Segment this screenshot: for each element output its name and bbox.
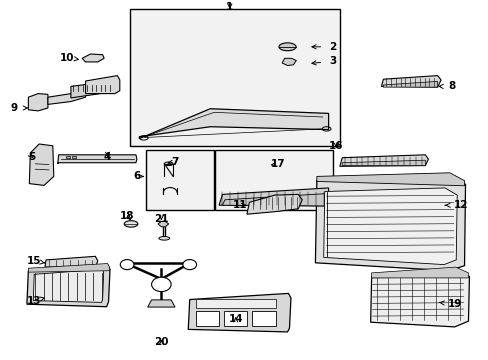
Text: 7: 7 [168,157,179,167]
Polygon shape [315,176,465,271]
Polygon shape [316,173,464,186]
Ellipse shape [124,221,138,227]
Text: 1: 1 [226,2,233,12]
Polygon shape [219,188,328,206]
Polygon shape [29,144,54,185]
Bar [129,9,339,146]
Text: 14: 14 [228,314,243,324]
Text: 10: 10 [60,53,78,63]
Polygon shape [147,300,175,307]
Ellipse shape [159,237,169,240]
Bar [72,156,76,158]
Polygon shape [48,91,85,104]
Circle shape [120,260,134,270]
Text: 18: 18 [120,211,134,221]
Text: 21: 21 [154,213,168,224]
Polygon shape [158,221,168,227]
Bar [145,150,214,210]
Ellipse shape [278,43,295,51]
Text: 8: 8 [438,81,455,91]
Text: 4: 4 [103,152,111,162]
Text: 11: 11 [232,200,246,210]
Polygon shape [28,264,109,272]
Text: 3: 3 [311,56,335,66]
Circle shape [151,277,171,292]
Text: 12: 12 [444,200,467,210]
Text: 13: 13 [27,296,44,306]
Bar [252,311,275,326]
Polygon shape [71,81,112,98]
Ellipse shape [164,162,173,166]
Polygon shape [370,271,468,327]
Polygon shape [339,155,427,166]
Text: 9: 9 [10,103,27,113]
Polygon shape [246,194,302,214]
Circle shape [183,260,196,270]
Polygon shape [381,76,440,87]
Polygon shape [27,265,110,307]
Bar [195,299,275,308]
Polygon shape [85,76,120,94]
Polygon shape [282,58,296,66]
Text: 17: 17 [270,159,285,169]
Bar [195,311,219,326]
Polygon shape [188,293,290,332]
Polygon shape [342,160,425,166]
Text: 15: 15 [27,256,44,266]
Text: 20: 20 [154,337,168,347]
Polygon shape [323,188,456,265]
Bar [224,311,247,326]
Bar [215,150,332,210]
Text: 2: 2 [311,42,335,52]
Polygon shape [383,81,437,87]
Text: 6: 6 [133,171,143,181]
Polygon shape [371,267,468,278]
Text: 19: 19 [438,299,461,309]
Bar [66,156,70,158]
Polygon shape [139,109,328,139]
Polygon shape [58,155,137,164]
Polygon shape [33,269,103,302]
Polygon shape [82,54,104,62]
Polygon shape [45,256,98,267]
Text: 5: 5 [28,152,35,162]
Text: 16: 16 [328,141,343,151]
Polygon shape [222,194,325,206]
Polygon shape [28,94,48,111]
